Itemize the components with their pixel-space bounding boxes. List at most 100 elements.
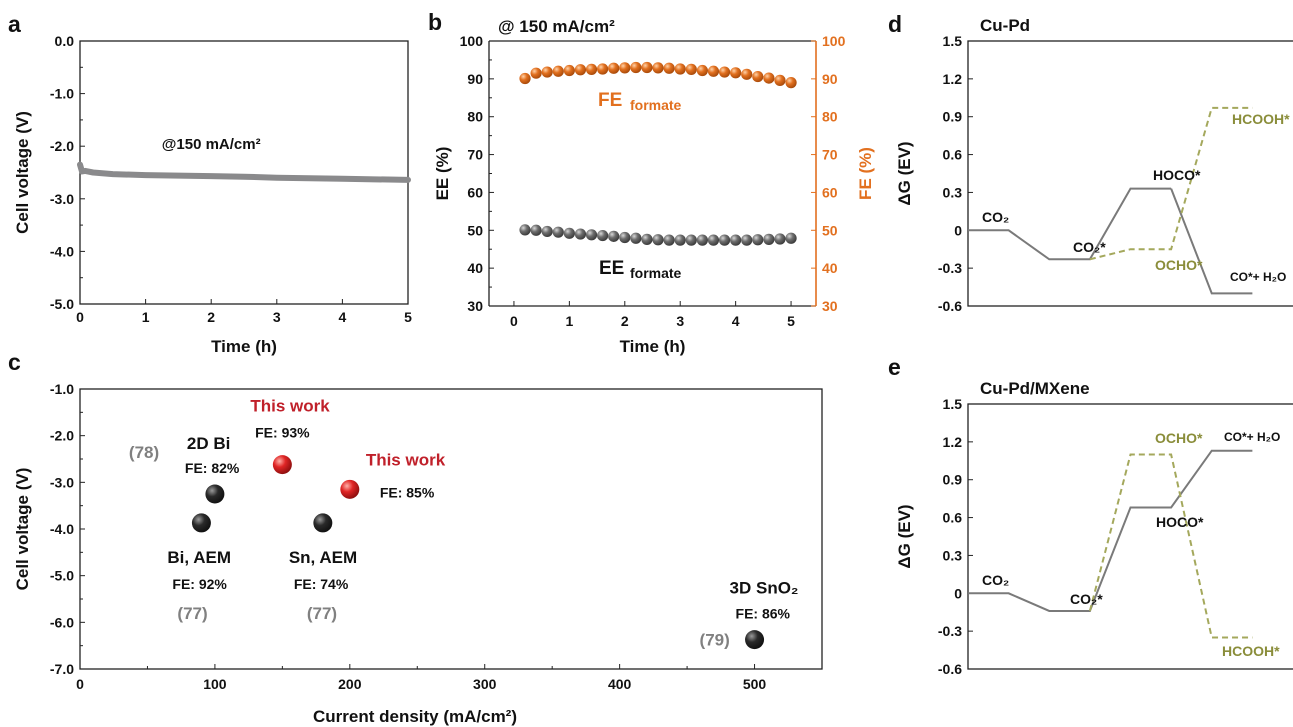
y-tick-label-right: 30 <box>822 298 838 314</box>
point-reference: (79) <box>700 631 730 650</box>
fe-point <box>530 67 542 79</box>
y-tick-label: -4.0 <box>50 521 74 537</box>
y-tick-label-right: 80 <box>822 109 838 125</box>
annotation-current: @150 mA/cm² <box>162 136 261 153</box>
ee-point <box>597 229 609 242</box>
panel-label-a: a <box>8 11 21 37</box>
state-label: CO₂ <box>982 209 1009 225</box>
plot-frame <box>967 40 1293 307</box>
ee-point <box>752 234 764 246</box>
plot-frame <box>967 403 1293 670</box>
panel-b: 0 1 2 3 4 5 30 30 40 40 50 50 60 60 70 70 80 80 90 90 100 100… <box>433 17 875 356</box>
reference-point <box>313 513 333 533</box>
reference-point <box>205 484 225 504</box>
chart-title: @ 150 mA/cm² <box>498 17 615 36</box>
y-tick-label: 0.3 <box>943 184 963 200</box>
fe-point <box>619 62 631 74</box>
formate-pathway <box>1089 106 1253 261</box>
y-tick-label-left: 40 <box>467 260 483 276</box>
x-tick-label: 5 <box>404 309 412 325</box>
y-axis-label: ΔG (EV) <box>895 504 914 568</box>
ee-point <box>685 234 697 246</box>
fe-point <box>663 62 675 74</box>
fe-point <box>785 77 797 89</box>
point-fe-label: FE: 74% <box>294 576 349 592</box>
panel-d: 1.5 1.2 0.9 0.6 0.3 0 -0.3 -0.6 Cu-Pd ΔG (EV) CO₂ C… <box>895 16 1293 314</box>
point-reference: (78) <box>129 443 159 462</box>
x-tick-label: 1 <box>565 313 573 329</box>
y-tick-label: 0.9 <box>943 472 963 488</box>
x-tick-label: 200 <box>338 676 362 692</box>
point-fe-label: FE: 86% <box>736 606 791 622</box>
point-reference: (77) <box>307 604 337 623</box>
y-tick-label-right: 100 <box>822 33 846 49</box>
y-tick-label: -3.0 <box>50 474 74 490</box>
y-tick-label: -5.0 <box>50 568 74 584</box>
state-label: HCOOH* <box>1222 643 1280 659</box>
state-label: CO₂ <box>982 572 1009 588</box>
x-tick-label: 0 <box>76 309 84 325</box>
y-tick-label: 0.3 <box>943 547 963 563</box>
ee-point <box>630 232 642 244</box>
y-tick-label: -0.3 <box>938 260 962 276</box>
panel-e: 1.5 1.2 0.9 0.6 0.3 0 -0.3 -0.6 Cu-Pd/MXene ΔG (E… <box>895 379 1293 677</box>
point-fe-label: FE: 82% <box>185 460 240 476</box>
y-axis-label: Cell voltage (V) <box>13 468 32 591</box>
y-tick-label: -0.6 <box>938 661 962 677</box>
panel-label-e: e <box>888 354 901 380</box>
fe-point <box>552 65 564 77</box>
x-tick-label: 5 <box>787 313 795 329</box>
ee-point <box>663 234 675 246</box>
state-label: HOCO* <box>1153 167 1201 183</box>
fe-point <box>730 67 742 79</box>
ee-point <box>707 234 720 246</box>
x-tick-label: 0 <box>76 676 84 692</box>
point-label: Bi, AEM <box>167 548 231 567</box>
y-tick-label: 1.5 <box>943 396 963 412</box>
y-tick-label-left: 50 <box>467 222 483 238</box>
ee-point <box>519 224 531 236</box>
x-tick-label: 500 <box>743 676 767 692</box>
point-fe-label: FE: 93% <box>255 425 310 441</box>
y-tick-label-left: 80 <box>467 109 483 125</box>
fe-point <box>718 66 731 78</box>
y-tick-label-left: 70 <box>467 147 483 163</box>
y-tick-label: -3.0 <box>50 191 74 207</box>
fe-series-label: FE <box>598 90 622 111</box>
ee-point <box>552 226 564 238</box>
y-tick-label-left: 90 <box>467 71 483 87</box>
state-label: CO*+ H₂O <box>1224 430 1280 444</box>
y-tick-label-right: 90 <box>822 71 838 87</box>
y-tick-label: 1.2 <box>943 71 963 87</box>
formate-pathway <box>1088 453 1253 639</box>
x-axis-label: Current density (mA/cm²) <box>313 707 517 726</box>
y-tick-label: -4.0 <box>50 243 74 259</box>
point-label: This work <box>366 450 446 469</box>
ee-point <box>718 234 731 246</box>
this-work-point <box>340 479 360 499</box>
ee-series-label: EE <box>599 258 624 279</box>
chart-title: Cu-Pd <box>980 16 1030 35</box>
y-tick-label: 0.6 <box>943 510 963 526</box>
y-tick-label: -0.6 <box>938 298 962 314</box>
y-tick-label-left: 60 <box>467 184 483 200</box>
fe-point <box>585 63 598 75</box>
y-axis-label-right: FE (%) <box>856 147 875 200</box>
x-axis-label: Time (h) <box>211 337 277 356</box>
y-tick-label-right: 70 <box>822 147 838 163</box>
fe-point <box>652 62 664 74</box>
fe-point <box>630 61 642 74</box>
point-label: 3D SnO₂ <box>730 579 799 598</box>
reference-point <box>191 513 211 533</box>
x-tick-label: 4 <box>732 313 740 329</box>
ee-point <box>574 228 587 240</box>
x-axis-label: Time (h) <box>620 337 686 356</box>
x-tick-label: 3 <box>676 313 684 329</box>
y-tick-label: 0 <box>954 585 962 601</box>
x-tick-label: 3 <box>273 309 281 325</box>
state-label: CO₂* <box>1070 591 1103 607</box>
ee-point <box>563 227 575 239</box>
y-axis-label: ΔG (EV) <box>895 141 914 205</box>
state-label: CO*+ H₂O <box>1230 270 1286 284</box>
x-tick-label: 400 <box>608 676 632 692</box>
